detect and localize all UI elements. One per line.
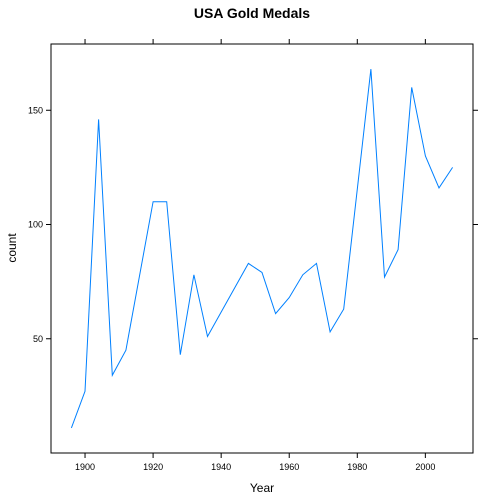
x-tick-label: 1900 bbox=[75, 462, 95, 472]
x-tick-label: 1920 bbox=[143, 462, 163, 472]
x-axis-ticks: 1900 1920 1940 1960 1980 2000 bbox=[75, 39, 435, 472]
data-point bbox=[247, 262, 250, 265]
data-point bbox=[261, 271, 264, 274]
data-point bbox=[84, 390, 87, 393]
y-axis-ticks: 50 100 150 bbox=[28, 105, 478, 344]
data-point bbox=[97, 118, 100, 121]
x-tick-label: 1980 bbox=[347, 462, 367, 472]
y-tick-label: 150 bbox=[28, 105, 43, 115]
data-point bbox=[329, 330, 332, 333]
data-point bbox=[165, 200, 168, 203]
data-point bbox=[369, 68, 372, 71]
series-line bbox=[70, 69, 454, 429]
x-tick-label: 1960 bbox=[279, 462, 299, 472]
chart-title: USA Gold Medals bbox=[194, 5, 310, 21]
data-point bbox=[274, 312, 277, 315]
data-point bbox=[451, 166, 454, 169]
data-point bbox=[111, 374, 114, 377]
data-point bbox=[288, 296, 291, 299]
data-point bbox=[437, 186, 440, 189]
data-point bbox=[397, 248, 400, 251]
x-axis-label: Year bbox=[250, 481, 274, 495]
y-axis-label: count bbox=[5, 233, 19, 263]
data-point bbox=[410, 86, 413, 89]
data-point bbox=[192, 273, 195, 276]
data-point bbox=[124, 349, 127, 352]
data-point bbox=[383, 276, 386, 279]
data-point bbox=[206, 335, 209, 338]
x-tick-label: 2000 bbox=[415, 462, 435, 472]
plot-frame bbox=[50, 43, 474, 454]
data-point bbox=[301, 273, 304, 276]
x-tick-label: 1940 bbox=[211, 462, 231, 472]
data-point bbox=[70, 426, 73, 429]
data-point bbox=[152, 200, 155, 203]
y-tick-label: 50 bbox=[33, 334, 43, 344]
y-tick-label: 100 bbox=[28, 220, 43, 230]
data-point bbox=[424, 154, 427, 157]
series-layer bbox=[70, 68, 454, 429]
data-point bbox=[179, 353, 182, 356]
data-point bbox=[315, 262, 318, 265]
data-point bbox=[342, 308, 345, 311]
